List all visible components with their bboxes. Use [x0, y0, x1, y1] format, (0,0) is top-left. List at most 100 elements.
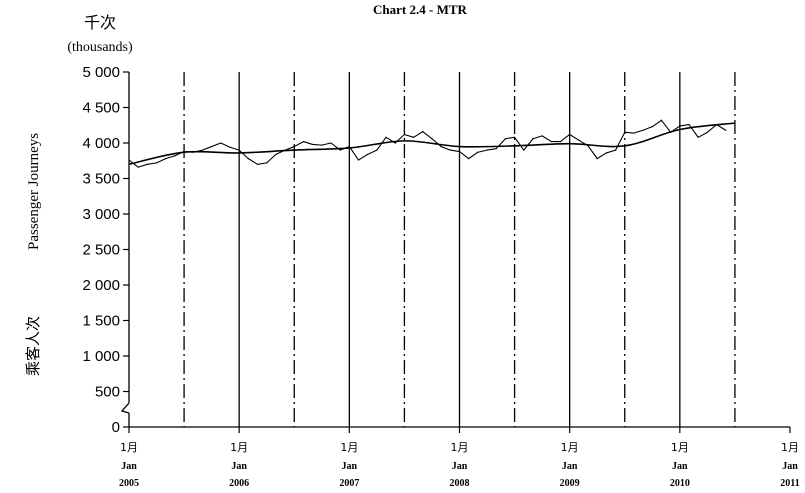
monthly-data-point	[238, 149, 240, 151]
y-axis-label-chinese: 乘客人次	[24, 316, 42, 376]
monthly-data-point	[376, 149, 378, 151]
monthly-data-point	[660, 119, 663, 121]
monthly-data-point	[688, 123, 690, 126]
x-tick-label-month: 1月	[120, 441, 138, 454]
trend-data-point	[458, 145, 461, 148]
monthly-data-point	[321, 144, 323, 146]
monthly-data-point	[247, 158, 249, 160]
trend-line-series	[128, 122, 736, 166]
y-tick-label: 3 500	[82, 171, 120, 188]
y-tick-label: 500	[95, 384, 120, 401]
monthly-data-point	[614, 149, 617, 151]
x-tick-label-year: 2010	[670, 478, 690, 489]
x-tick-label-month: 1月	[340, 441, 358, 454]
monthly-data-point	[651, 126, 653, 128]
y-tick-label: 5 000	[82, 64, 120, 81]
monthly-data-point	[348, 145, 350, 148]
monthly-data-point	[174, 155, 176, 157]
monthly-data-point	[486, 149, 488, 151]
trend-data-point	[403, 140, 406, 142]
monthly-data-point	[624, 131, 626, 133]
monthly-data-point	[211, 145, 213, 148]
trend-data-point	[348, 147, 350, 149]
unit-label-chinese: 千次	[84, 13, 116, 32]
x-tick-label-year: 2007	[339, 478, 359, 489]
monthly-data-point	[422, 131, 424, 133]
x-tick-label-year: 2005	[119, 478, 139, 489]
monthly-data-point	[385, 136, 387, 138]
x-tick-label-year: 2006	[229, 478, 249, 489]
monthly-data-point	[468, 158, 470, 160]
monthly-data-point	[201, 149, 204, 151]
x-tick-label-month: 1月	[671, 441, 689, 454]
chart-title: Chart 2.4 - MTR	[373, 2, 467, 17]
monthly-data-point	[412, 136, 415, 138]
unit-label-english: (thousands)	[67, 40, 133, 55]
monthly-data-point	[569, 133, 571, 136]
monthly-data-point	[229, 146, 231, 148]
monthly-data-point	[495, 148, 497, 150]
x-tick-label-year: 2008	[450, 478, 470, 489]
monthly-data-point	[302, 140, 305, 143]
trend-data-point	[238, 152, 240, 154]
trend-data-point	[569, 143, 571, 145]
monthly-data-point	[440, 145, 442, 148]
x-tick-label-month: 1月	[781, 441, 799, 454]
monthly-data-point	[706, 131, 708, 133]
monthly-data-point	[128, 159, 130, 161]
x-tick-label-month: 1月	[230, 441, 248, 454]
monthly-data-point	[220, 142, 222, 144]
monthly-data-point	[146, 163, 148, 165]
monthly-data-point	[449, 149, 451, 151]
y-tick-label: 4 000	[82, 135, 120, 152]
y-tick-label: 3 000	[82, 206, 120, 223]
trend-data-point	[293, 149, 295, 151]
x-tick-label-year: 2011	[780, 478, 799, 489]
monthly-data-point	[256, 163, 259, 165]
x-tick-label-abbrev: Jan	[672, 461, 688, 472]
monthly-data-point	[275, 153, 277, 155]
monthly-data-point	[532, 138, 534, 140]
monthly-data-point	[697, 136, 699, 138]
monthly-data-point	[596, 158, 598, 160]
monthly-data-point	[550, 140, 552, 143]
monthly-data-point	[477, 151, 479, 153]
monthly-data-point	[339, 149, 341, 151]
trend-data-point	[128, 163, 130, 165]
y-tick-label: 1 000	[82, 348, 120, 365]
monthly-data-point	[431, 138, 433, 140]
monthly-data-point	[394, 142, 396, 144]
x-tick-label-month: 1月	[451, 441, 469, 454]
trend-data-point	[183, 151, 185, 153]
y-tick-label: 0	[112, 419, 120, 436]
x-tick-label-abbrev: Jan	[342, 461, 358, 472]
plot-area: 0 500 1 000 1 500 2 000 2 500 3 000 3 500 4 000 4…	[82, 64, 799, 489]
monthly-data-point	[633, 132, 635, 134]
monthly-data-point	[367, 153, 369, 155]
monthly-data-point	[458, 150, 461, 153]
monthly-data-point	[266, 162, 268, 164]
x-tick-label-abbrev: Jan	[782, 461, 798, 472]
y-tick-label: 1 500	[82, 313, 120, 330]
monthly-data-point	[330, 142, 332, 144]
monthly-data-point	[523, 149, 525, 151]
x-tick-label-year: 2009	[560, 478, 580, 489]
monthly-data-point	[642, 129, 644, 131]
x-tick-label-abbrev: Jan	[562, 461, 578, 472]
x-tick-label-month: 1月	[561, 441, 579, 454]
y-tick-label: 4 500	[82, 100, 120, 117]
y-tick-label: 2 000	[82, 277, 120, 294]
trend-data-point	[513, 145, 516, 147]
y-tick-label: 2 500	[82, 242, 120, 259]
x-tick-label-abbrev: Jan	[121, 461, 137, 472]
monthly-data-point	[541, 135, 543, 137]
monthly-data-point	[312, 143, 314, 146]
monthly-data-point	[605, 152, 607, 154]
monthly-data-point	[137, 166, 139, 168]
trend-data-point	[624, 145, 626, 147]
monthly-data-point	[679, 125, 681, 127]
monthly-data-point	[725, 129, 727, 131]
x-tick-label-abbrev: Jan	[452, 461, 468, 472]
x-tick-label-abbrev: Jan	[231, 461, 247, 472]
